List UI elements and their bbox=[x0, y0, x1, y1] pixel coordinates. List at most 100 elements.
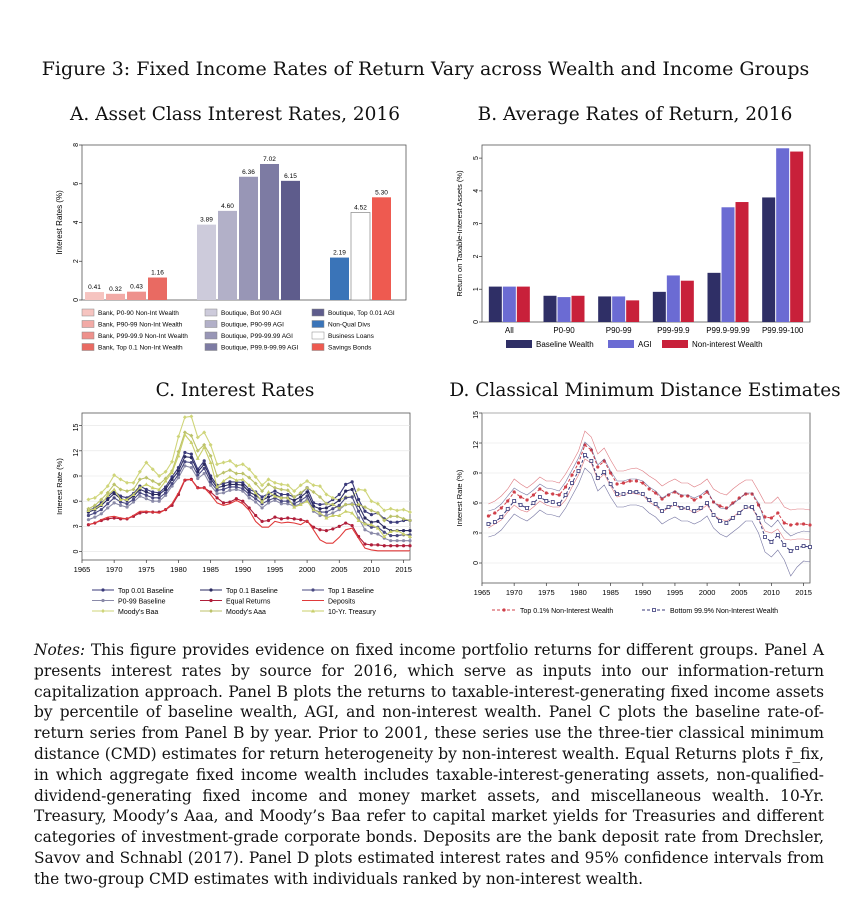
data-point bbox=[183, 450, 187, 455]
data-point bbox=[788, 549, 793, 553]
data-point bbox=[157, 492, 161, 497]
data-point bbox=[382, 544, 386, 548]
data-point bbox=[260, 489, 265, 494]
bar-value-label: 6.15 bbox=[284, 173, 297, 180]
data-point bbox=[164, 493, 168, 497]
data-point bbox=[189, 440, 194, 444]
legend-marker bbox=[101, 598, 105, 603]
data-point bbox=[99, 502, 104, 507]
data-point bbox=[634, 479, 638, 483]
bar-value-label: 7.02 bbox=[263, 156, 276, 163]
data-point bbox=[305, 479, 310, 484]
data-point bbox=[112, 482, 117, 487]
data-point bbox=[118, 494, 123, 498]
data-point bbox=[363, 509, 367, 513]
data-point bbox=[615, 482, 619, 486]
bar bbox=[680, 280, 694, 322]
data-point bbox=[118, 497, 123, 502]
data-point bbox=[106, 506, 110, 510]
data-point bbox=[318, 502, 322, 507]
data-point bbox=[137, 469, 142, 474]
data-point bbox=[730, 516, 735, 520]
legend-label: Boutique, P90-99 AGI bbox=[221, 322, 284, 329]
data-point bbox=[583, 453, 587, 457]
data-point bbox=[305, 494, 309, 498]
data-point bbox=[298, 502, 303, 507]
data-point bbox=[170, 459, 175, 464]
legend-label: Top 0.1 Baseline bbox=[226, 588, 278, 595]
data-point bbox=[157, 496, 161, 500]
data-point bbox=[763, 515, 767, 519]
legend-label: Boutique, P99.9-99.99 AGI bbox=[221, 345, 299, 352]
legend-label: Bank, P99-99.9 Non-Int Wealth bbox=[98, 333, 188, 340]
data-point bbox=[505, 507, 510, 511]
data-point bbox=[673, 502, 677, 506]
data-point bbox=[151, 496, 155, 500]
legend-swatch bbox=[204, 320, 218, 328]
data-point bbox=[544, 499, 549, 503]
data-point bbox=[202, 459, 206, 463]
confidence-band-line bbox=[488, 441, 811, 537]
data-point bbox=[157, 474, 162, 478]
legend-marker bbox=[209, 609, 213, 613]
y-tick-label: 12 bbox=[73, 449, 80, 457]
data-point bbox=[344, 496, 348, 500]
x-tick-label: 2000 bbox=[699, 588, 716, 597]
data-point bbox=[125, 497, 130, 502]
data-point bbox=[408, 518, 412, 523]
data-point bbox=[518, 495, 523, 499]
data-point bbox=[499, 515, 504, 519]
data-point bbox=[93, 515, 97, 519]
bar-value-label: 2.19 bbox=[333, 250, 346, 257]
data-point bbox=[247, 475, 252, 480]
data-point bbox=[324, 510, 328, 514]
data-point bbox=[666, 505, 671, 509]
data-point bbox=[125, 505, 129, 509]
data-point bbox=[286, 502, 290, 506]
data-point bbox=[499, 506, 503, 510]
x-tick-label: 1970 bbox=[506, 588, 523, 597]
data-point bbox=[176, 453, 181, 458]
plot-frame bbox=[481, 412, 811, 584]
data-point bbox=[324, 516, 329, 520]
data-point bbox=[782, 521, 786, 525]
data-point bbox=[106, 502, 110, 506]
data-point bbox=[615, 492, 619, 496]
bar-value-label: 6.36 bbox=[242, 169, 255, 176]
legend-label: Top 0.01 Baseline bbox=[118, 588, 174, 595]
bar bbox=[735, 202, 749, 322]
data-point bbox=[254, 513, 258, 518]
data-point bbox=[576, 461, 581, 465]
notes-text: This figure provides evidence on fixed i… bbox=[34, 641, 824, 888]
data-point bbox=[343, 509, 348, 513]
y-tick-label: 9 bbox=[73, 474, 80, 478]
figure-notes: Notes: This figure provides evidence on … bbox=[34, 640, 824, 890]
legend-marker bbox=[311, 588, 315, 592]
legend-label: Business Loans bbox=[328, 333, 375, 340]
data-point bbox=[182, 415, 187, 420]
data-point bbox=[196, 473, 200, 477]
x-tick-label: 1995 bbox=[667, 588, 684, 597]
data-point bbox=[247, 487, 251, 492]
data-point bbox=[176, 434, 181, 439]
legend-marker bbox=[652, 608, 656, 612]
data-point bbox=[382, 534, 387, 538]
data-point bbox=[544, 491, 548, 495]
data-point bbox=[518, 503, 523, 507]
data-point bbox=[705, 501, 709, 505]
data-point bbox=[775, 533, 780, 537]
data-point bbox=[634, 490, 639, 494]
data-point bbox=[182, 432, 187, 437]
data-point bbox=[279, 495, 284, 500]
data-point bbox=[138, 491, 142, 495]
x-tick-label: P99.9-99.99 bbox=[706, 326, 750, 335]
bar bbox=[598, 296, 612, 322]
data-point bbox=[737, 511, 742, 515]
data-point bbox=[241, 481, 245, 485]
data-point bbox=[202, 430, 207, 435]
data-point bbox=[750, 505, 755, 509]
data-point bbox=[317, 495, 322, 499]
bar bbox=[281, 180, 300, 300]
data-point bbox=[221, 470, 226, 475]
data-point bbox=[776, 511, 780, 515]
